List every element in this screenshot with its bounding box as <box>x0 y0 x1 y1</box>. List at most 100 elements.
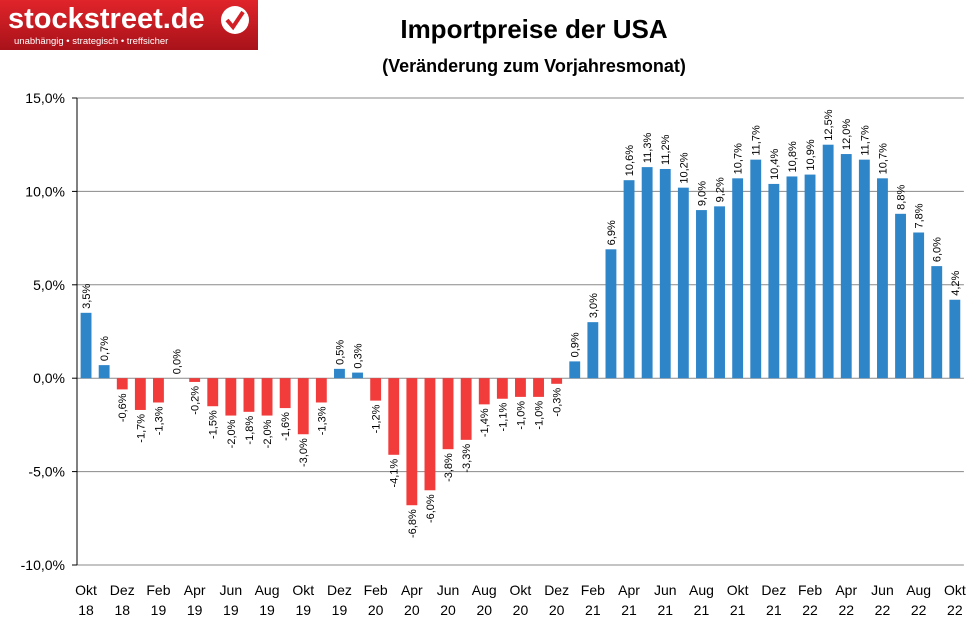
value-label: -0,6% <box>117 393 129 422</box>
x-tick-label: Dez 19 <box>327 582 352 618</box>
bar <box>533 378 544 397</box>
bar <box>931 266 943 379</box>
x-tick-label: Okt 19 <box>292 582 314 618</box>
x-tick-label: Okt 20 <box>510 582 532 618</box>
x-tick-label: Jun 20 <box>437 582 460 618</box>
value-label: 11,7% <box>859 125 871 156</box>
bar <box>98 365 110 379</box>
value-label: -1,4% <box>479 408 491 437</box>
value-label: 9,0% <box>696 181 708 206</box>
bar <box>153 378 164 403</box>
x-tick-label: Feb 20 <box>364 582 388 618</box>
bar <box>551 378 563 384</box>
bar <box>569 361 581 379</box>
x-tick-label: Okt 21 <box>727 582 749 618</box>
bar <box>297 378 309 435</box>
x-tick-label: Aug 22 <box>906 582 931 618</box>
bar <box>207 378 219 407</box>
bar <box>406 378 418 506</box>
value-label: 10,9% <box>805 139 817 170</box>
chart-subtitle: (Veränderung zum Vorjahresmonat) <box>382 56 686 76</box>
bar <box>189 378 201 382</box>
value-label: -1,0% <box>534 401 546 430</box>
value-label: -3,3% <box>461 444 473 473</box>
bar <box>750 159 762 379</box>
x-tick-label: Feb 21 <box>581 582 605 618</box>
bar <box>460 378 472 440</box>
bar <box>424 378 436 491</box>
value-label: 10,4% <box>769 149 781 180</box>
bar <box>786 176 798 379</box>
x-tick-label: Dez 20 <box>544 582 569 618</box>
y-tick-label: -10,0% <box>21 557 65 573</box>
bar <box>515 378 526 397</box>
bar <box>352 372 363 379</box>
bar <box>804 174 816 379</box>
bar <box>605 249 617 379</box>
x-tick-label: Feb 22 <box>798 582 822 618</box>
bar <box>732 178 744 379</box>
bar <box>840 154 852 379</box>
y-tick-label: 10,0% <box>25 183 65 199</box>
value-label: 0,5% <box>334 340 346 365</box>
logo-tagline: unabhängig • strategisch • treffsicher <box>14 36 168 47</box>
value-label: -4,1% <box>389 459 401 488</box>
bar <box>442 378 454 450</box>
value-label: 10,7% <box>733 143 745 174</box>
bar <box>478 378 490 405</box>
bar <box>895 213 906 379</box>
bar <box>623 180 635 379</box>
x-tick-label: Okt 22 <box>944 582 966 618</box>
x-tick-label: Dez 21 <box>761 582 786 618</box>
value-label: 11,2% <box>660 134 672 165</box>
value-label: 6,0% <box>932 237 944 262</box>
value-label: 0,7% <box>99 336 111 361</box>
value-label: 0,0% <box>172 349 184 374</box>
bar <box>243 378 255 412</box>
x-tick-label: Jun 21 <box>654 582 677 618</box>
value-label: 12,5% <box>823 109 835 140</box>
y-tick-label: -5,0% <box>28 464 65 480</box>
value-label: -3,0% <box>298 438 310 467</box>
x-tick-label: Okt 18 <box>75 582 97 618</box>
x-tick-label: Apr 22 <box>835 582 857 618</box>
value-label: -2,0% <box>262 419 274 448</box>
value-label: -1,7% <box>135 414 147 443</box>
value-label: -1,1% <box>497 403 509 432</box>
value-label: 11,7% <box>751 125 763 156</box>
bar <box>334 368 345 379</box>
bar <box>370 378 382 401</box>
value-label: 10,2% <box>678 152 690 183</box>
value-label: 0,9% <box>570 332 582 357</box>
value-label: 0,3% <box>353 343 365 368</box>
value-label: -1,2% <box>371 404 383 433</box>
bar <box>659 168 671 379</box>
value-label: -2,0% <box>226 419 238 448</box>
x-tick-label: Aug 20 <box>472 582 497 618</box>
value-label: -6,8% <box>407 509 419 538</box>
bar <box>913 232 925 379</box>
x-tick-label: Feb 19 <box>146 582 170 618</box>
bar <box>877 178 888 379</box>
value-label: 12,0% <box>841 119 853 150</box>
bar <box>388 378 400 455</box>
value-label: 10,6% <box>624 145 636 176</box>
bar <box>768 183 780 379</box>
value-label: -1,0% <box>515 401 527 430</box>
bar <box>80 312 92 379</box>
x-tick-label: Jun 19 <box>220 582 243 618</box>
bar <box>858 159 870 379</box>
value-label: -6,0% <box>425 494 437 523</box>
value-label: 3,5% <box>81 284 93 309</box>
bar <box>225 378 237 416</box>
value-label: -1,3% <box>316 406 328 435</box>
chart-title: Importpreise der USA <box>400 14 668 44</box>
y-tick-label: 0,0% <box>33 370 65 386</box>
bar <box>949 299 961 379</box>
bar <box>315 378 327 403</box>
value-label: -0,2% <box>190 386 202 415</box>
value-label: 4,2% <box>950 270 962 295</box>
bar <box>134 378 146 410</box>
y-tick-label: 15,0% <box>25 90 65 106</box>
